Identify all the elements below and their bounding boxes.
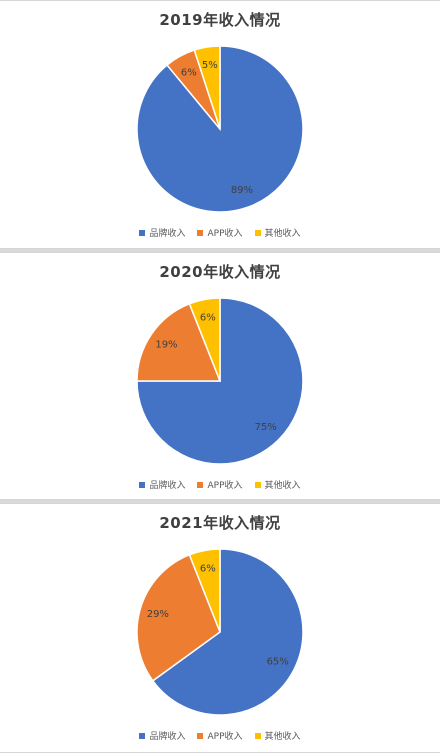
pie-slice-other <box>188 548 221 633</box>
legend-item-app: APP收入 <box>197 478 243 491</box>
pie-slice-brand <box>151 548 304 716</box>
legend-swatch-other <box>254 229 261 236</box>
pie-slice-app <box>136 302 222 382</box>
legend-item-brand: 品牌收入 <box>139 478 185 491</box>
data-label: 89% <box>231 185 253 196</box>
legend-item-app: APP收入 <box>197 226 243 239</box>
legend-swatch-brand <box>139 229 146 236</box>
legend-swatch-brand <box>139 481 146 488</box>
data-label: 6% <box>200 312 216 323</box>
data-label: 65% <box>267 656 289 667</box>
legend: 品牌收入 APP收入 其他收入 <box>0 226 440 239</box>
chart-panel-2020: 2020年收入情况 75% 19% 6% 品牌收入 APP收入 其他收入 <box>0 252 440 500</box>
legend-swatch-app <box>197 481 204 488</box>
legend-label: 其他收入 <box>264 229 301 239</box>
legend-label: 其他收入 <box>264 481 301 491</box>
legend-swatch-brand <box>139 732 146 739</box>
legend-label: APP收入 <box>207 481 243 491</box>
legend-item-app: APP收入 <box>197 729 243 742</box>
legend-label: 其他收入 <box>264 732 301 742</box>
data-label: 5% <box>202 60 218 71</box>
legend-label: 品牌收入 <box>149 732 186 742</box>
pie-slice-other <box>188 297 221 382</box>
data-label: 29% <box>147 609 169 620</box>
pie-slice-app <box>136 553 221 682</box>
legend-label: 品牌收入 <box>149 229 186 239</box>
legend-item-other: 其他收入 <box>254 226 301 239</box>
legend-swatch-other <box>254 481 261 488</box>
legend-label: APP收入 <box>207 229 243 239</box>
legend-label: APP收入 <box>207 732 243 742</box>
pie-chart: 89% 6% 5% <box>136 45 304 213</box>
pie-chart: 75% 19% 6% <box>136 297 304 465</box>
chart-panel-2021: 2021年收入情况 65% 29% 6% 品牌收入 APP收入 其他收入 <box>0 503 440 753</box>
legend: 品牌收入 APP收入 其他收入 <box>0 478 440 491</box>
pie-slice-brand <box>136 297 304 465</box>
legend-item-other: 其他收入 <box>254 729 301 742</box>
legend-swatch-app <box>197 732 204 739</box>
chart-title: 2019年收入情况 <box>159 11 281 29</box>
data-label: 19% <box>155 340 177 351</box>
legend-item-brand: 品牌收入 <box>139 729 185 742</box>
data-label: 6% <box>200 563 216 574</box>
legend-swatch-other <box>254 732 261 739</box>
legend-item-other: 其他收入 <box>254 478 301 491</box>
data-label: 6% <box>181 67 197 78</box>
chart-title: 2020年收入情况 <box>159 263 281 281</box>
legend-swatch-app <box>197 229 204 236</box>
pie-slice-other <box>193 45 221 130</box>
legend: 品牌收入 APP收入 其他收入 <box>0 729 440 742</box>
data-label: 75% <box>255 422 277 433</box>
legend-label: 品牌收入 <box>149 481 186 491</box>
chart-panel-2019: 2019年收入情况 89% 6% 5% 品牌收入 APP收入 其他收入 <box>0 0 440 249</box>
legend-item-brand: 品牌收入 <box>139 226 185 239</box>
pie-chart: 65% 29% 6% <box>136 548 304 716</box>
chart-title: 2021年收入情况 <box>159 514 281 532</box>
